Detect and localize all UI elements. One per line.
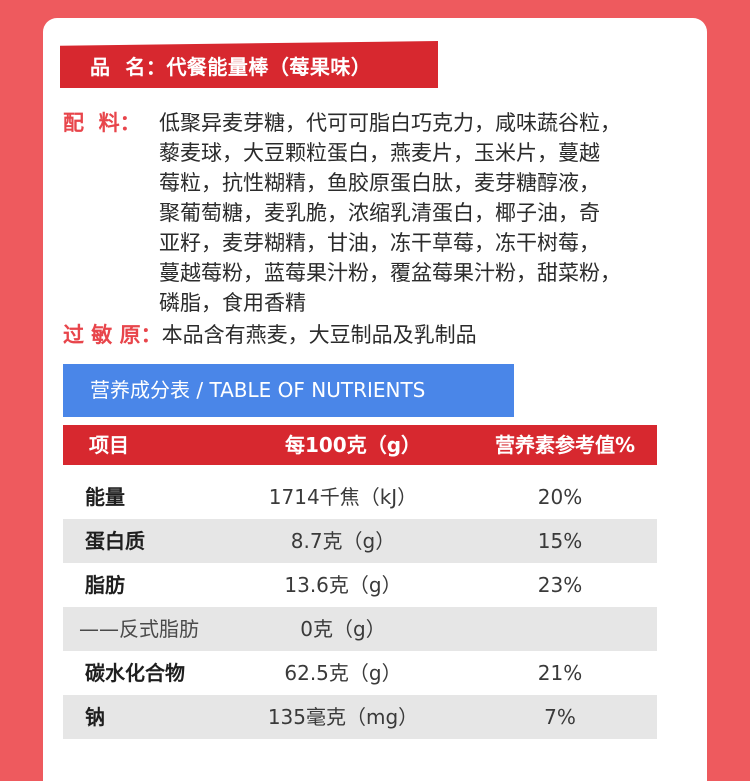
ingredients-line: 低聚异麦芽糖，代可可脂白巧克力，咸味蔬谷粒，	[159, 111, 621, 135]
nutrient-amount: 62.5克（g）	[284, 661, 402, 685]
header-item: 项目	[89, 433, 129, 457]
allergen-label: 过 敏 原：	[63, 323, 162, 347]
nutrient-nrv: 15%	[537, 529, 583, 553]
nutrient-nrv: 21%	[537, 661, 583, 685]
nutrient-name: 能量	[85, 485, 125, 509]
ingredients-section: 配 料： 低聚异麦芽糖，代可可脂白巧克力，咸味蔬谷粒， 藜麦球，大豆颗粒蛋白，燕…	[63, 108, 683, 318]
nutrient-name: 钠	[85, 705, 105, 729]
nutrient-amount: 8.7克（g）	[290, 529, 396, 553]
ingredients-line: 聚葡萄糖，麦乳脆，浓缩乳清蛋白，椰子油，奇	[159, 201, 600, 225]
ingredients-line: 亚籽，麦芽糊精，甘油，冻干草莓，冻干树莓，	[159, 231, 600, 255]
nutrient-nrv: 20%	[537, 485, 583, 509]
nutrient-amount: 1714千焦（kJ）	[268, 485, 418, 509]
nutrition-table: 项目 每100克（g） 营养素参考值% 能量 1714千焦（kJ） 20% 蛋白…	[63, 425, 657, 739]
allergen-value: 本品含有燕麦，大豆制品及乳制品	[161, 323, 477, 347]
nutrition-table-title: 营养成分表 / TABLE OF NUTRIENTS	[63, 364, 514, 417]
ingredients-line: 磷脂，食用香精	[159, 291, 306, 315]
ingredients-line: 蔓越莓粉，蓝莓果汁粉，覆盆莓果汁粉，甜菜粉，	[159, 261, 621, 285]
header-nrv: 营养素参考值%	[494, 433, 636, 457]
product-name-label: 品 名：	[90, 55, 167, 79]
ingredients-text: 低聚异麦芽糖，代可可脂白巧克力，咸味蔬谷粒， 藜麦球，大豆颗粒蛋白，燕麦片，玉米…	[159, 108, 683, 318]
ingredients-line: 莓粒，抗性糊精，鱼胶原蛋白肽，麦芽糖醇液，	[159, 171, 600, 195]
nutrient-name: 脂肪	[85, 573, 125, 597]
nutrient-amount: 0克（g）	[300, 617, 386, 641]
nutrient-name: ——反式脂肪	[79, 617, 199, 641]
table-row: 钠 135毫克（mg） 7%	[63, 695, 657, 739]
nutrient-name: 碳水化合物	[85, 661, 185, 685]
table-row: ——反式脂肪 0克（g）	[63, 607, 657, 651]
nutrient-name: 蛋白质	[85, 529, 145, 553]
ingredients-label: 配 料：	[63, 111, 141, 135]
table-row: 蛋白质 8.7克（g） 15%	[63, 519, 657, 563]
product-name-value: 代餐能量棒（莓果味）	[166, 55, 372, 79]
ingredients-line: 藜麦球，大豆颗粒蛋白，燕麦片，玉米片，蔓越	[159, 141, 600, 165]
table-row: 能量 1714千焦（kJ） 20%	[63, 475, 657, 519]
table-header-row: 项目 每100克（g） 营养素参考值%	[63, 425, 657, 465]
nutrient-amount: 135毫克（mg）	[267, 705, 419, 729]
nutrient-amount: 13.6克（g）	[284, 573, 402, 597]
table-row: 碳水化合物 62.5克（g） 21%	[63, 651, 657, 695]
nutrient-nrv	[443, 607, 657, 651]
header-per-100g: 每100克（g）	[284, 433, 422, 457]
allergen-section: 过 敏 原：本品含有燕麦，大豆制品及乳制品	[63, 320, 477, 350]
nutrient-nrv: 23%	[537, 573, 583, 597]
nutrient-nrv: 7%	[544, 705, 576, 729]
table-row: 脂肪 13.6克（g） 23%	[63, 563, 657, 607]
product-name-banner: 品 名：代餐能量棒（莓果味）	[60, 41, 438, 88]
